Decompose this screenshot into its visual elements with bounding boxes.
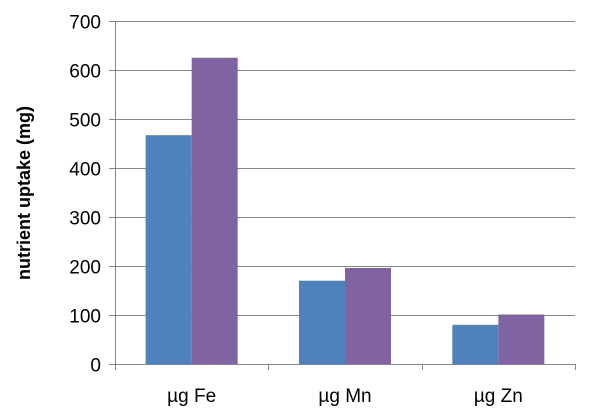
- y-tick-label: 700: [69, 13, 101, 34]
- y-tick-label: 600: [69, 62, 101, 83]
- x-tick-label: µg Zn: [474, 386, 523, 407]
- bar-series2-2: [345, 267, 391, 364]
- y-tick-label: 100: [69, 307, 101, 328]
- y-tick-label: 500: [69, 111, 101, 132]
- y-tick-label: 300: [69, 209, 101, 230]
- bar-series2-3: [498, 314, 545, 364]
- y-tick-label: 400: [69, 160, 101, 181]
- bar-series1-3: [452, 324, 499, 364]
- bars: [145, 57, 545, 364]
- y-tick-label: 0: [90, 356, 101, 377]
- tick-labels: 0 100 200 300 400 500 600 700 µg Fe µg Mn µg Zn: [69, 13, 523, 408]
- axes: [109, 21, 576, 370]
- x-tick-label: µg Fe: [167, 386, 216, 407]
- bar-series1-2: [299, 280, 345, 364]
- bar-series2-1: [191, 57, 238, 364]
- x-tick-label: µg Mn: [318, 386, 371, 407]
- y-tick-label: 200: [69, 258, 101, 279]
- bar-series1-1: [145, 135, 192, 364]
- y-axis-title: nutrient uptake (mg): [14, 106, 34, 280]
